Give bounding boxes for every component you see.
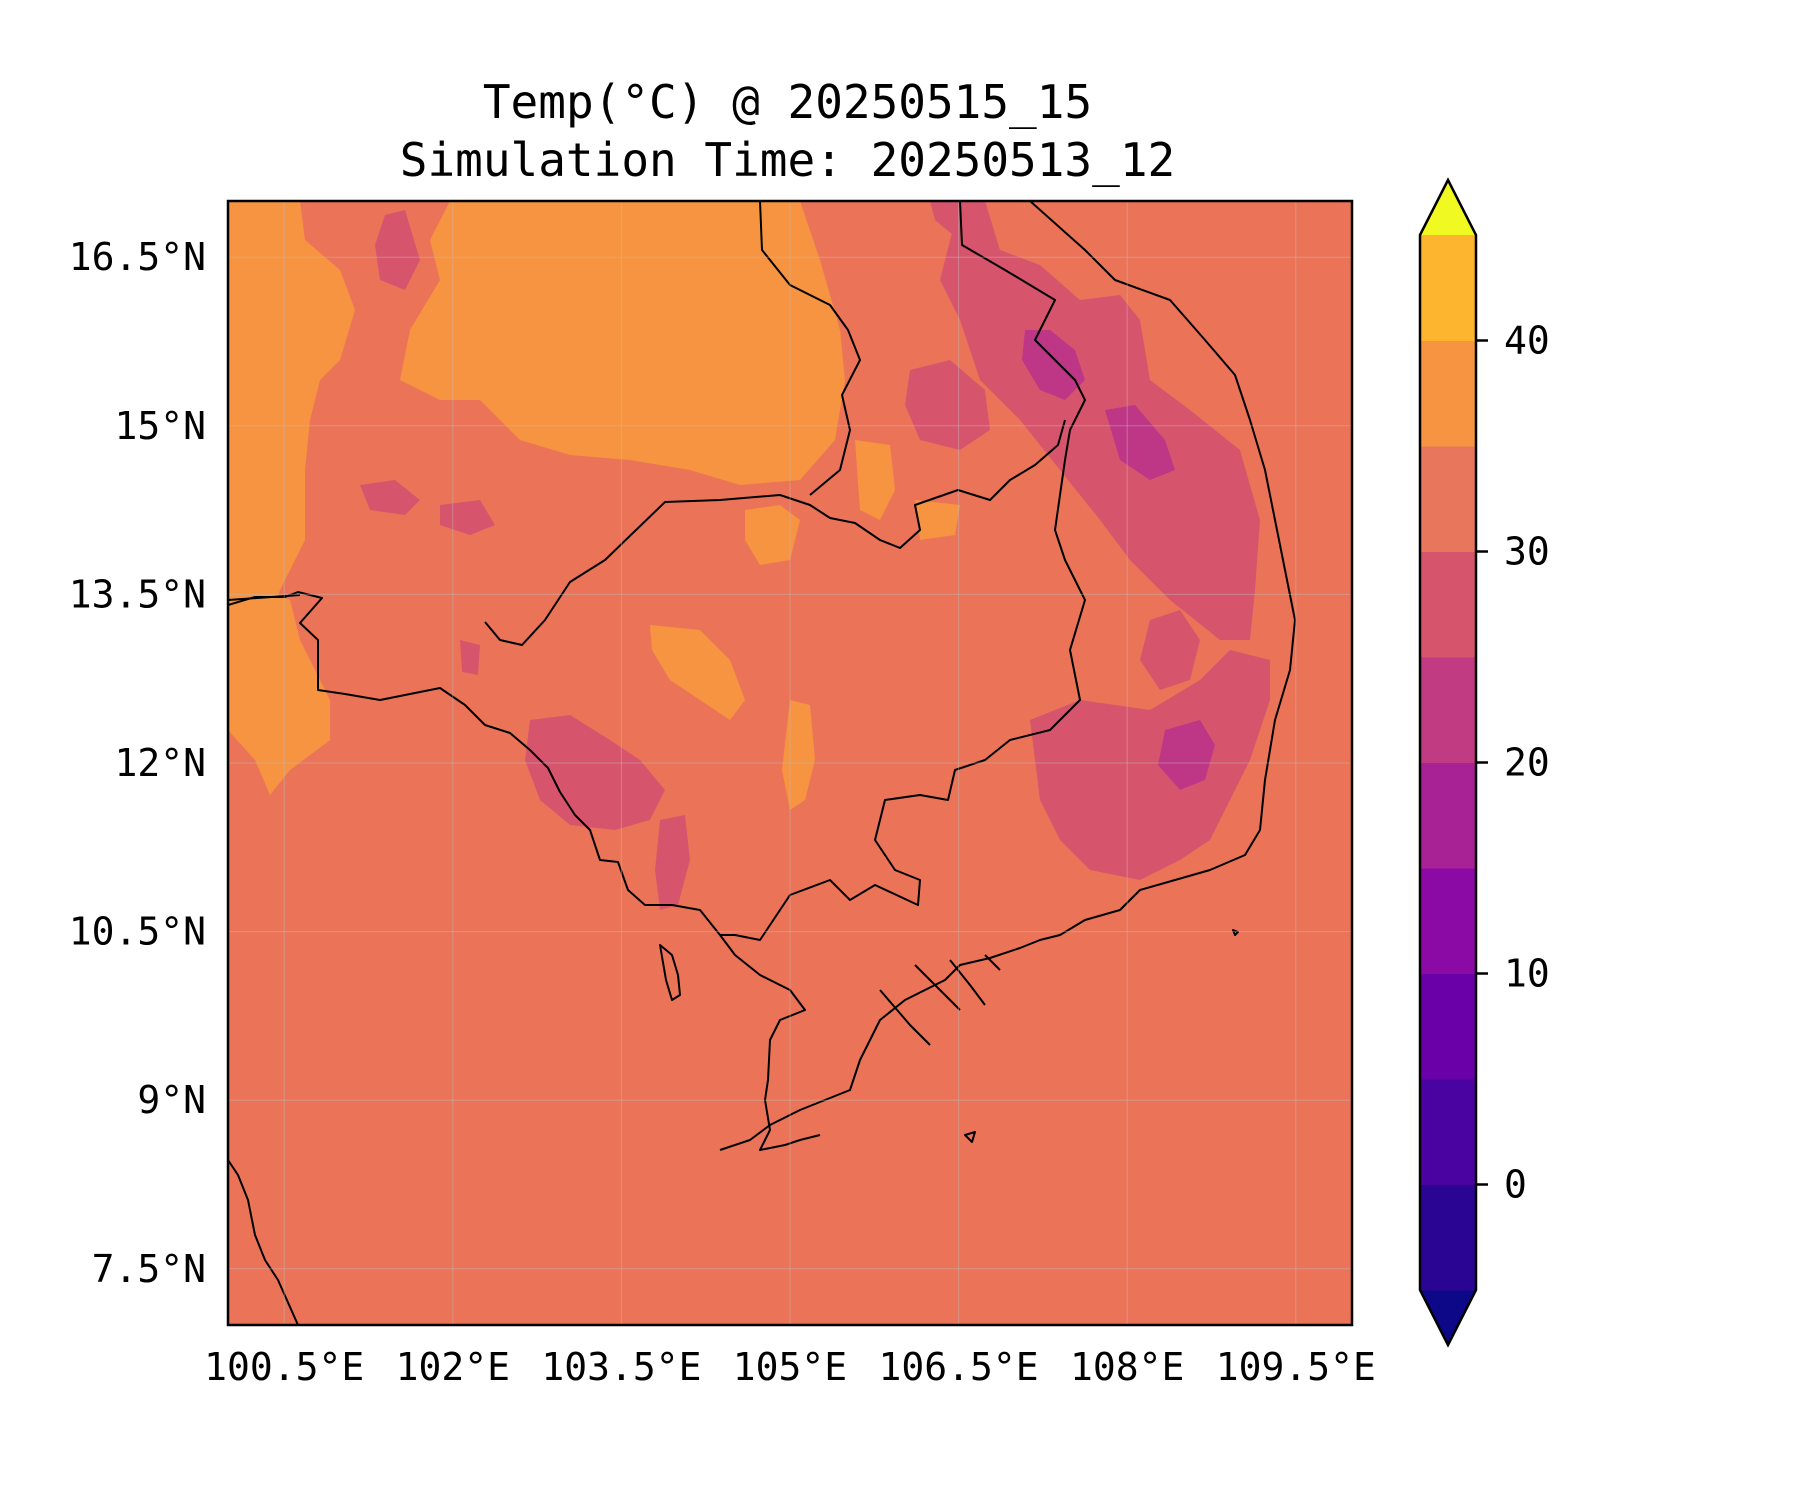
colorbar-bin — [1420, 551, 1476, 658]
warm-patch-border-2 — [915, 500, 960, 540]
longitude-axis: 100.5°E 102°E 103.5°E 105°E 106.5°E 108°E 109.… — [204, 1345, 1376, 1389]
lon-tick-label: 105°E — [733, 1345, 847, 1389]
border-thailand-cambodia — [228, 591, 561, 793]
lat-tick-label: 9°N — [137, 1078, 206, 1122]
border-laos-cambodia-vietnam — [484, 419, 1066, 646]
lon-tick-label: 103.5°E — [541, 1345, 701, 1389]
cool-zone-east-plateau — [1140, 610, 1200, 690]
colorbar-bin — [1420, 446, 1476, 552]
colorbar-tick-label: 40 — [1504, 319, 1550, 363]
coastline-gulf-of-thailand-cambodia — [559, 791, 721, 936]
coastline-gulf-thailand-north — [228, 594, 301, 601]
cool-zone-cardamom — [525, 715, 665, 830]
border-mekong-laos-thailand — [759, 201, 861, 496]
warm-zone-north-central — [400, 201, 845, 485]
cool-zone-thai-north — [375, 210, 420, 290]
colorbar-bin — [1420, 1184, 1476, 1291]
warm-zone-northwest — [228, 201, 355, 640]
cool-zone-southern-highlands — [1030, 650, 1270, 880]
border-cambodia-vietnam-east — [720, 459, 1086, 941]
colorbar-tick-label: 20 — [1504, 741, 1550, 785]
coolest-zone-highlands — [1022, 330, 1085, 400]
colorbar-under-extension — [1420, 1290, 1476, 1345]
temperature-contour-regions — [228, 201, 1270, 910]
border-laos-vietnam-north — [959, 201, 1086, 461]
lon-tick-label: 102°E — [396, 1345, 510, 1389]
colorbar-bin — [1420, 868, 1476, 974]
lat-tick-label: 7.5°N — [92, 1247, 206, 1291]
warm-zone-west-coast — [228, 590, 330, 795]
colorbar-bin — [1420, 340, 1476, 447]
lat-tick-label: 10.5°N — [69, 910, 206, 954]
map-gridlines — [228, 201, 1352, 1325]
cool-zone-central-highlands — [940, 201, 1260, 640]
colorbar: 0 10 20 30 40 — [1418, 177, 1550, 1348]
cool-zone-thai-1 — [360, 480, 420, 515]
warm-patch-border-3 — [720, 201, 810, 260]
colorbar-tick-label: 30 — [1504, 530, 1550, 574]
colorbar-bin — [1420, 762, 1476, 869]
map-panel — [228, 201, 1352, 1325]
island-small-2 — [1232, 929, 1239, 936]
lat-tick-label: 15°N — [114, 404, 206, 448]
coastline-vietnam-east — [719, 201, 1296, 1151]
warm-patch-cambodia-1 — [650, 625, 745, 720]
cool-zone-laos-south — [905, 360, 990, 450]
cool-zone-cardamom-south — [655, 815, 690, 910]
colorbar-bin — [1420, 1079, 1476, 1185]
island-small-1 — [964, 1131, 976, 1143]
lon-tick-label: 109.5°E — [1216, 1345, 1376, 1389]
map-subtitle: Simulation Time: 20250513_12 — [399, 133, 1176, 187]
map-frame — [226, 199, 1354, 1327]
latitude-axis: 16.5°N 15°N 13.5°N 12°N 10.5°N 9°N 7.5°N — [69, 235, 206, 1291]
island-phu-quoc — [659, 944, 681, 1001]
colorbar-bin — [1420, 657, 1476, 763]
warm-patch-cambodia-3 — [745, 505, 800, 565]
colorbar-bin — [1420, 973, 1476, 1080]
colorbar-outline — [1418, 177, 1478, 1348]
lon-tick-label: 106.5°E — [879, 1345, 1039, 1389]
lon-tick-label: 108°E — [1070, 1345, 1184, 1389]
coolest-zone-south — [1158, 720, 1215, 790]
map-title: Temp(°C) @ 20250515_15 — [482, 75, 1093, 129]
warm-patch-cambodia-2 — [782, 700, 815, 810]
coastlines-and-borders — [228, 201, 1296, 1325]
warm-patch-border-1 — [855, 440, 895, 520]
colorbar-over-extension — [1420, 180, 1476, 235]
coastline-mekong-delta-west — [719, 934, 821, 1151]
lat-tick-label: 16.5°N — [69, 235, 206, 279]
coolest-zone-central — [1105, 405, 1175, 480]
cool-zone-west-cambodia — [460, 640, 480, 675]
cool-zone-thai-2 — [440, 500, 495, 535]
lat-tick-label: 13.5°N — [69, 572, 206, 616]
delta-channel-3 — [949, 959, 986, 1006]
colorbar-tick-label: 10 — [1504, 952, 1550, 996]
colorbar-bin — [1420, 235, 1476, 341]
lon-tick-label: 100.5°E — [204, 1345, 364, 1389]
delta-channel-4 — [984, 954, 1001, 971]
lat-tick-label: 12°N — [114, 741, 206, 785]
colorbar-tick-label: 0 — [1504, 1163, 1527, 1207]
delta-channel-1 — [879, 989, 931, 1046]
coastline-thailand-west — [228, 1159, 299, 1325]
delta-channel-2 — [914, 964, 961, 1011]
